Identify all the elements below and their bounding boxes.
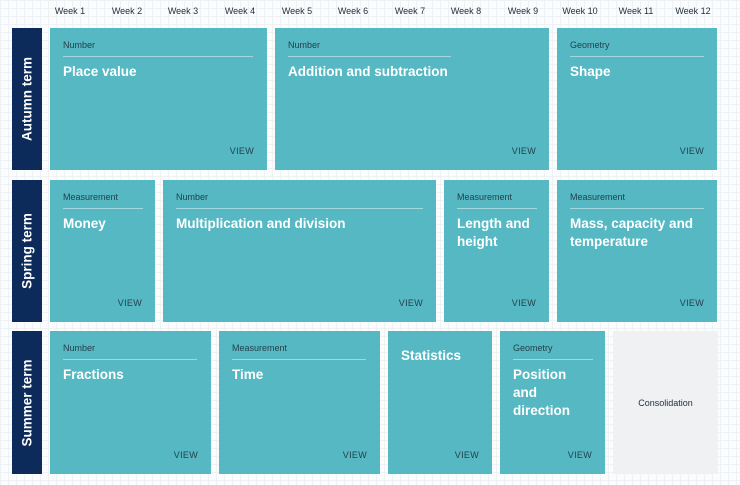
unit-title: Fractions bbox=[63, 367, 124, 382]
unit-title: Statistics bbox=[401, 348, 462, 363]
unit-category: Geometry bbox=[513, 343, 593, 360]
unit-card-fractions[interactable]: Number Fractions VIEW bbox=[50, 331, 211, 474]
unit-title: Place value bbox=[63, 64, 137, 79]
unit-category: Measurement bbox=[570, 192, 704, 209]
week-label: Week 2 bbox=[111, 6, 143, 16]
unit-title: Mass, capacity and temperature bbox=[570, 216, 694, 249]
unit-category: Number bbox=[288, 40, 451, 57]
view-link[interactable]: VIEW bbox=[679, 146, 704, 156]
consolidation-label: Consolidation bbox=[638, 397, 693, 408]
week-label: Week 7 bbox=[394, 6, 426, 16]
unit-category: Number bbox=[176, 192, 423, 209]
view-link[interactable]: VIEW bbox=[511, 298, 536, 308]
unit-title: Addition and subtraction bbox=[288, 64, 448, 79]
view-link[interactable]: VIEW bbox=[679, 298, 704, 308]
week-label: Week 5 bbox=[281, 6, 313, 16]
unit-title: Money bbox=[63, 216, 106, 231]
consolidation-block: Consolidation bbox=[613, 331, 718, 474]
term-label-text: Spring term bbox=[19, 213, 35, 289]
week-label: Week 9 bbox=[507, 6, 539, 16]
unit-category: Number bbox=[63, 40, 253, 57]
unit-card-statistics[interactable]: Statistics VIEW bbox=[388, 331, 492, 474]
term-label-summer: Summer term bbox=[12, 331, 42, 474]
view-link[interactable]: VIEW bbox=[117, 298, 142, 308]
view-link[interactable]: VIEW bbox=[173, 450, 198, 460]
week-label: Week 12 bbox=[675, 6, 711, 16]
unit-card-position-direction[interactable]: Geometry Position and direction VIEW bbox=[500, 331, 605, 474]
view-link[interactable]: VIEW bbox=[454, 450, 479, 460]
unit-card-time[interactable]: Measurement Time VIEW bbox=[219, 331, 380, 474]
unit-card-place-value[interactable]: Number Place value VIEW bbox=[50, 28, 267, 170]
week-label: Week 1 bbox=[54, 6, 86, 16]
unit-card-addition-subtraction[interactable]: Number Addition and subtraction VIEW bbox=[275, 28, 549, 170]
unit-card-mass-capacity-temperature[interactable]: Measurement Mass, capacity and temperatu… bbox=[557, 180, 717, 322]
view-link[interactable]: VIEW bbox=[342, 450, 367, 460]
unit-card-multiplication-division[interactable]: Number Multiplication and division VIEW bbox=[163, 180, 436, 322]
unit-title: Shape bbox=[570, 64, 611, 79]
unit-category: Number bbox=[63, 343, 197, 360]
view-link[interactable]: VIEW bbox=[398, 298, 423, 308]
term-label-autumn: Autumn term bbox=[12, 28, 42, 170]
unit-title: Multiplication and division bbox=[176, 216, 346, 231]
week-label: Week 6 bbox=[337, 6, 369, 16]
unit-card-shape[interactable]: Geometry Shape VIEW bbox=[557, 28, 717, 170]
term-label-text: Autumn term bbox=[19, 57, 35, 141]
week-label: Week 8 bbox=[450, 6, 482, 16]
unit-title: Time bbox=[232, 367, 264, 382]
week-label: Week 10 bbox=[562, 6, 598, 16]
unit-category: Geometry bbox=[570, 40, 704, 57]
unit-title: Position and direction bbox=[513, 367, 571, 418]
unit-category: Measurement bbox=[63, 192, 143, 209]
week-label: Week 3 bbox=[167, 6, 199, 16]
term-label-spring: Spring term bbox=[12, 180, 42, 322]
week-label: Week 11 bbox=[618, 6, 654, 16]
term-label-text: Summer term bbox=[19, 358, 35, 447]
view-link[interactable]: VIEW bbox=[229, 146, 254, 156]
view-link[interactable]: VIEW bbox=[567, 450, 592, 460]
unit-title: Length and height bbox=[457, 216, 530, 249]
unit-category: Measurement bbox=[232, 343, 366, 360]
view-link[interactable]: VIEW bbox=[511, 146, 536, 156]
unit-card-money[interactable]: Measurement Money VIEW bbox=[50, 180, 155, 322]
unit-card-length-height[interactable]: Measurement Length and height VIEW bbox=[444, 180, 549, 322]
unit-category: Measurement bbox=[457, 192, 537, 209]
week-label: Week 4 bbox=[224, 6, 256, 16]
